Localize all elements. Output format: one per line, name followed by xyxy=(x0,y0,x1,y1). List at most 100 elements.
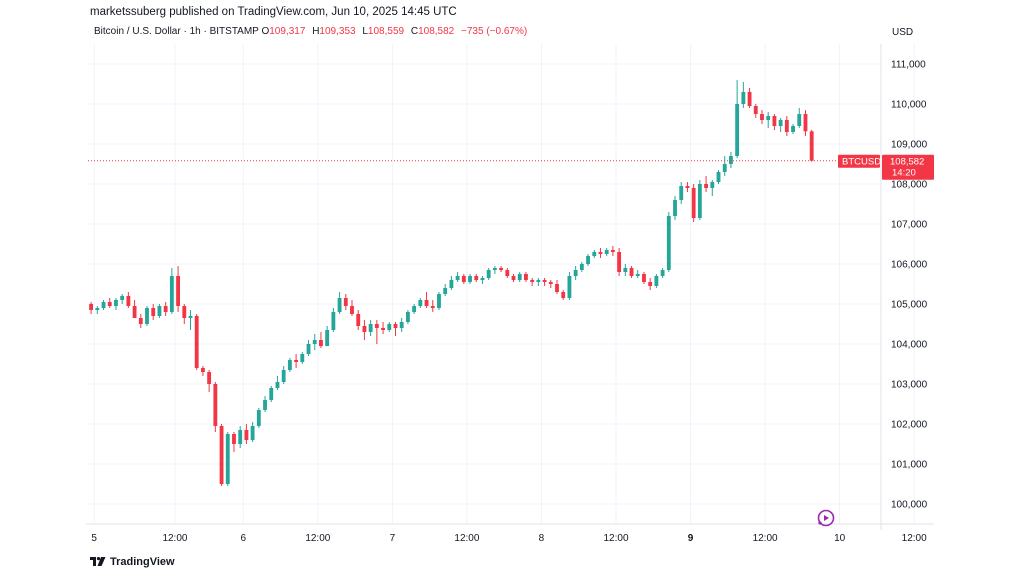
candle xyxy=(555,280,559,294)
candle xyxy=(778,118,783,132)
candle-body xyxy=(126,296,131,306)
y-tick-label: 110,000 xyxy=(891,100,927,111)
candle-body xyxy=(461,276,466,282)
candle xyxy=(387,322,392,332)
candle xyxy=(443,284,448,296)
y-tick-label: 102,000 xyxy=(891,420,928,431)
candle-body xyxy=(138,318,143,324)
candle xyxy=(561,290,566,300)
candle xyxy=(784,116,789,136)
currency-label[interactable]: USD xyxy=(892,27,914,38)
candle xyxy=(430,300,435,312)
candle xyxy=(138,314,143,328)
candle xyxy=(685,182,690,192)
candle xyxy=(287,358,292,372)
candle-body xyxy=(741,92,746,104)
candle xyxy=(548,280,553,288)
candle-body xyxy=(623,268,628,272)
candle xyxy=(412,304,417,314)
candle xyxy=(474,274,479,282)
candle-body xyxy=(281,370,286,382)
candle-body xyxy=(430,306,435,308)
candle xyxy=(542,278,547,286)
candle xyxy=(760,110,764,124)
candle-body xyxy=(791,126,795,132)
time-axis[interactable]: 5 12:00 6 12:00 7 12:00 8 12:00 9 12:00 10 12:00 xyxy=(91,533,927,544)
candle xyxy=(294,354,299,368)
candle xyxy=(772,114,777,130)
x-tick-label: 8 xyxy=(539,533,545,544)
candle xyxy=(660,268,665,278)
x-tick-label: 12:00 xyxy=(753,533,778,544)
open-key: O xyxy=(261,26,270,37)
candle xyxy=(362,320,367,340)
candle xyxy=(505,268,510,278)
close-key: C xyxy=(410,26,419,37)
candle-body xyxy=(697,184,702,218)
x-tick-label: 12:00 xyxy=(162,533,187,544)
last-price-tag: BTCUSD 108,582 14:20 xyxy=(838,154,934,180)
replay-icon[interactable] xyxy=(817,509,835,527)
candle-body xyxy=(511,276,516,280)
candle xyxy=(101,300,106,310)
candle xyxy=(803,110,808,136)
candle-body xyxy=(797,114,802,126)
candle-body xyxy=(704,184,709,188)
candle-body xyxy=(735,104,740,156)
candle xyxy=(592,250,597,258)
candle-body xyxy=(648,282,653,286)
candle xyxy=(232,432,236,452)
candle-body xyxy=(555,284,559,292)
candle-body xyxy=(579,264,584,270)
candle xyxy=(704,176,709,192)
high-value: 109,353 xyxy=(319,26,356,37)
candle xyxy=(741,82,746,108)
x-tick-label: 6 xyxy=(241,533,247,544)
candle-body xyxy=(660,270,665,276)
x-tick-label: 10 xyxy=(834,533,846,544)
tag-countdown: 14:20 xyxy=(892,168,916,179)
y-tick-label: 100,000 xyxy=(891,500,928,511)
candle xyxy=(132,300,137,318)
symbol-title[interactable]: Bitcoin / U.S. Dollar · 1h · BITSTAMP xyxy=(94,26,259,37)
candle-body xyxy=(95,308,100,310)
y-tick-label: 103,000 xyxy=(891,380,928,391)
y-tick-label: 106,000 xyxy=(891,260,928,271)
candle-body xyxy=(381,328,385,330)
candle-body xyxy=(542,280,547,282)
candle-body xyxy=(169,276,174,312)
candle xyxy=(511,274,516,282)
candle-body xyxy=(163,306,168,312)
low-key: L xyxy=(362,26,368,37)
candle-body xyxy=(809,131,814,161)
tradingview-brand[interactable]: TradingView xyxy=(90,556,175,568)
candle xyxy=(399,318,404,332)
candle xyxy=(374,320,379,344)
candle-body xyxy=(455,276,460,280)
y-tick-label: 111,000 xyxy=(891,60,926,71)
candle-body xyxy=(418,300,423,306)
candle-body xyxy=(617,252,622,272)
price-axis[interactable]: 100,000 101,000 102,000 103,000 104,000 105,0… xyxy=(891,60,928,511)
candle xyxy=(263,396,267,412)
candle xyxy=(275,376,280,390)
candle xyxy=(579,262,584,272)
candle-body xyxy=(399,322,404,328)
candle xyxy=(610,246,615,256)
candle-body xyxy=(499,268,504,270)
candlestick-chart[interactable]: 100,000 101,000 102,000 103,000 104,000 105,0… xyxy=(86,44,934,554)
candle-body xyxy=(716,172,721,182)
candle xyxy=(213,382,218,432)
candle-body xyxy=(287,360,292,370)
candle-body xyxy=(188,316,193,318)
candle xyxy=(368,320,373,336)
candle xyxy=(163,302,168,316)
publisher-line: marketssuberg published on TradingView.c… xyxy=(90,6,457,18)
candle-body xyxy=(213,384,218,426)
candle-body xyxy=(356,314,361,326)
candle-body xyxy=(387,324,392,330)
candle-body xyxy=(312,340,317,344)
y-tick-label: 101,000 xyxy=(891,460,928,471)
candle-body xyxy=(207,372,212,384)
candle xyxy=(176,266,180,312)
